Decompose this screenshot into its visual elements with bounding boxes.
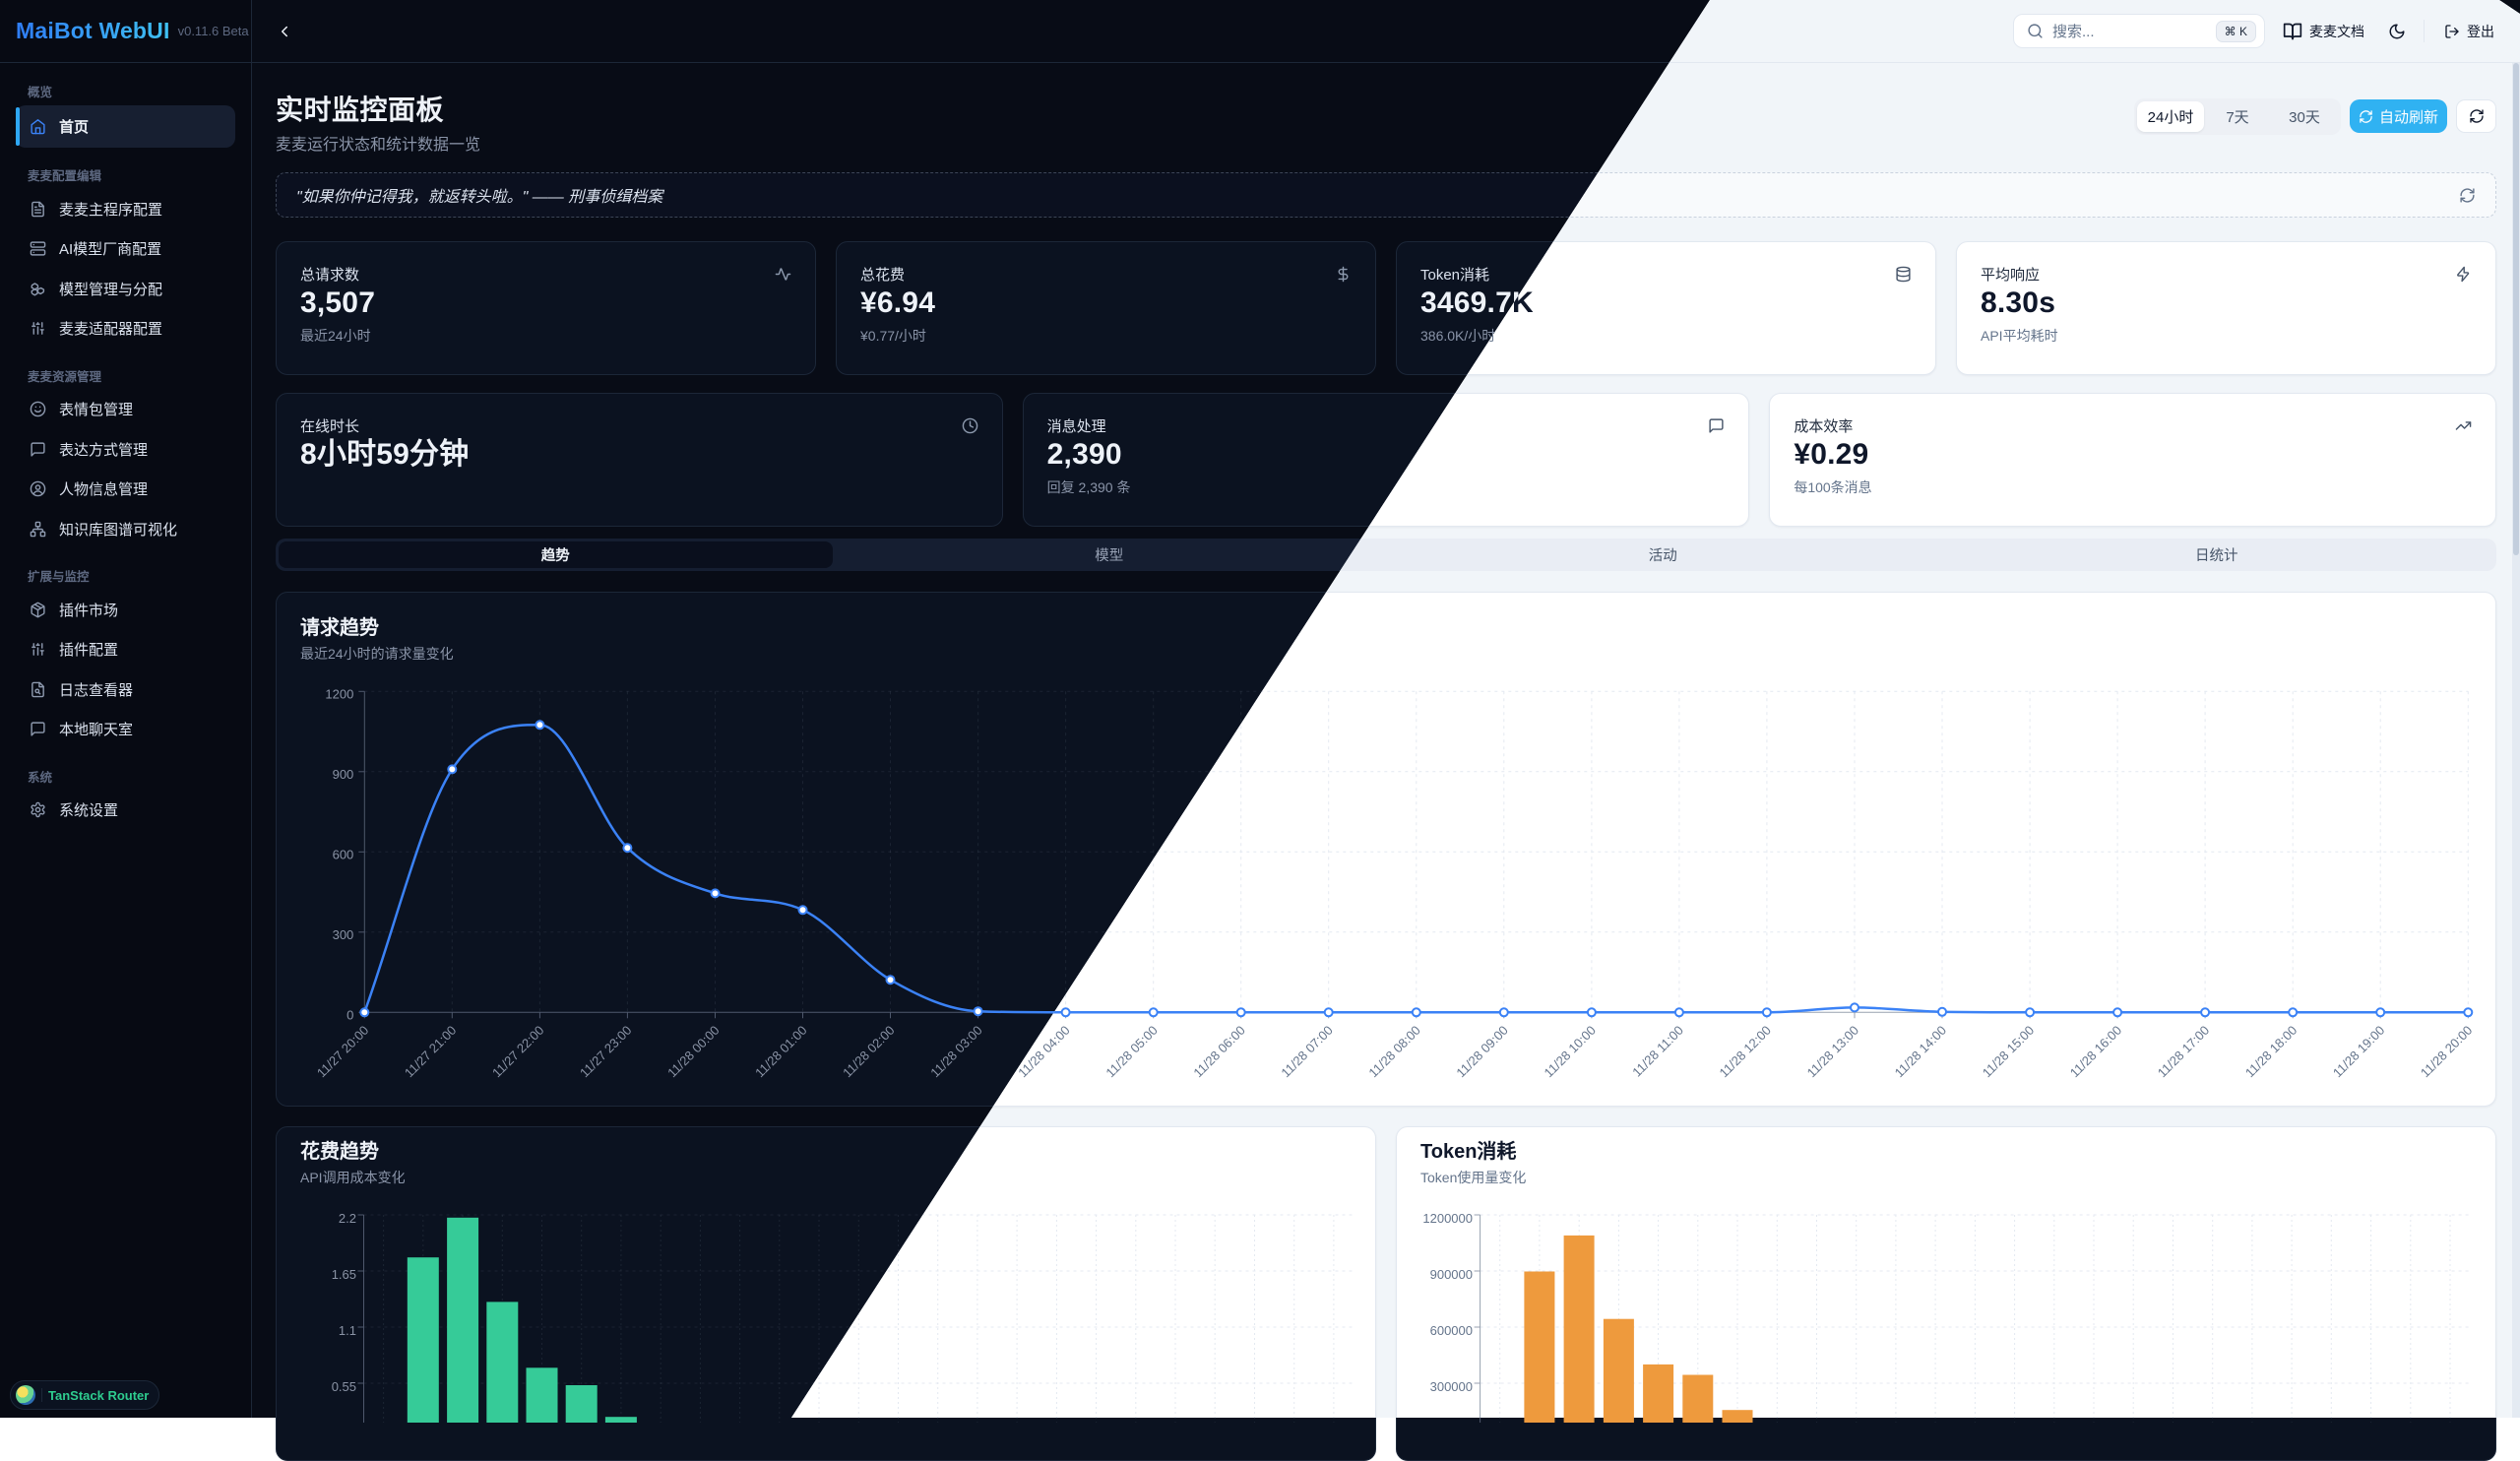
svg-text:600: 600 xyxy=(333,847,354,861)
svg-text:11/28 15:00: 11/28 15:00 xyxy=(1980,1023,2037,1080)
svg-text:300: 300 xyxy=(333,927,354,942)
svg-text:0: 0 xyxy=(346,1007,353,1022)
svg-text:11/28 02:00: 11/28 02:00 xyxy=(840,1023,897,1080)
svg-text:11/28 10:00: 11/28 10:00 xyxy=(1542,1023,1599,1080)
svg-text:1.1: 1.1 xyxy=(339,1323,356,1338)
svg-text:11/28 06:00: 11/28 06:00 xyxy=(1190,1023,1247,1080)
svg-text:11/28 18:00: 11/28 18:00 xyxy=(2242,1023,2300,1080)
svg-text:11/28 00:00: 11/28 00:00 xyxy=(664,1023,722,1080)
svg-text:900: 900 xyxy=(333,767,354,782)
svg-text:11/28 11:00: 11/28 11:00 xyxy=(1629,1023,1686,1080)
svg-text:11/27 23:00: 11/27 23:00 xyxy=(577,1023,634,1080)
svg-text:2.2: 2.2 xyxy=(339,1211,356,1226)
svg-text:1200000: 1200000 xyxy=(1422,1211,1473,1226)
svg-text:11/27 21:00: 11/27 21:00 xyxy=(402,1023,459,1080)
svg-text:11/27 20:00: 11/27 20:00 xyxy=(314,1023,371,1080)
svg-text:0.55: 0.55 xyxy=(332,1379,356,1394)
svg-text:11/28 16:00: 11/28 16:00 xyxy=(2067,1023,2124,1080)
svg-text:900000: 900000 xyxy=(1430,1267,1473,1282)
svg-text:1200: 1200 xyxy=(325,686,353,701)
svg-text:11/28 14:00: 11/28 14:00 xyxy=(1892,1023,1949,1080)
svg-text:11/28 13:00: 11/28 13:00 xyxy=(1804,1023,1861,1080)
svg-text:11/28 05:00: 11/28 05:00 xyxy=(1102,1023,1160,1080)
svg-text:300000: 300000 xyxy=(1430,1379,1473,1394)
svg-text:11/27 22:00: 11/27 22:00 xyxy=(489,1023,546,1080)
svg-text:11/28 12:00: 11/28 12:00 xyxy=(1717,1023,1774,1080)
svg-text:11/28 01:00: 11/28 01:00 xyxy=(752,1023,809,1080)
svg-text:11/28 03:00: 11/28 03:00 xyxy=(927,1023,984,1080)
svg-text:11/28 08:00: 11/28 08:00 xyxy=(1365,1023,1422,1080)
svg-text:11/28 17:00: 11/28 17:00 xyxy=(2155,1023,2212,1080)
svg-text:600000: 600000 xyxy=(1430,1323,1473,1338)
svg-text:11/28 07:00: 11/28 07:00 xyxy=(1278,1023,1335,1080)
svg-text:1.65: 1.65 xyxy=(332,1267,356,1282)
svg-text:11/28 09:00: 11/28 09:00 xyxy=(1453,1023,1510,1080)
svg-text:11/28 19:00: 11/28 19:00 xyxy=(2330,1023,2387,1080)
svg-text:11/28 20:00: 11/28 20:00 xyxy=(2418,1023,2475,1080)
